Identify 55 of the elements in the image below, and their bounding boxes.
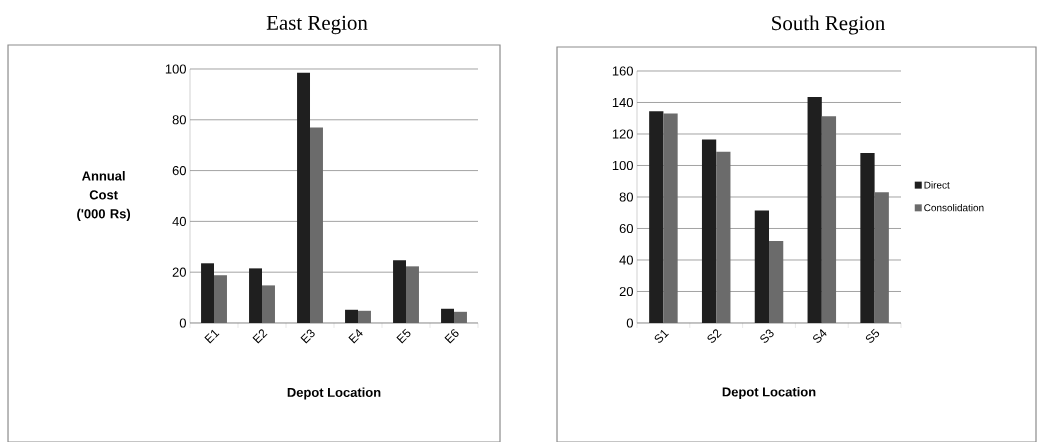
y-tick-label: 60 bbox=[619, 223, 633, 234]
y-tick-label: 0 bbox=[179, 318, 186, 328]
y-tick-label: 100 bbox=[165, 64, 186, 74]
bar bbox=[821, 116, 837, 323]
bar bbox=[214, 275, 227, 323]
x-tick-label: E6 bbox=[444, 329, 459, 344]
bar bbox=[358, 310, 371, 323]
y-tick-label: 140 bbox=[612, 97, 633, 108]
x-axis-title: Depot Location bbox=[287, 387, 381, 400]
x-tick-label: S2 bbox=[707, 329, 722, 343]
y-tick-label: 80 bbox=[172, 115, 186, 125]
x-tick-label: E3 bbox=[300, 329, 315, 344]
legend-label: Direct bbox=[924, 181, 950, 189]
bar bbox=[807, 96, 822, 323]
bar bbox=[310, 127, 323, 323]
y-axis-title: Annual Cost ('000 Rs) bbox=[77, 171, 131, 221]
y-tick-label: 120 bbox=[612, 129, 633, 139]
bar bbox=[716, 151, 731, 323]
x-tick-label: S3 bbox=[760, 329, 774, 343]
bar bbox=[874, 192, 889, 323]
y-tick-label: 40 bbox=[172, 216, 186, 226]
x-tick-label: E5 bbox=[396, 328, 411, 344]
bar bbox=[249, 268, 263, 323]
x-axis-title: Depot Location bbox=[722, 386, 816, 400]
x-tick-label: S4 bbox=[813, 329, 827, 343]
x-tick-label: E4 bbox=[348, 329, 363, 344]
bar bbox=[345, 309, 359, 323]
y-tick-label: 60 bbox=[172, 166, 186, 176]
bar bbox=[201, 263, 215, 323]
x-tick-label: E2 bbox=[252, 329, 268, 344]
bar bbox=[406, 266, 419, 323]
x-tick-label: S1 bbox=[654, 329, 669, 343]
y-tick-label: 100 bbox=[612, 160, 633, 171]
y-tick-label: 0 bbox=[626, 318, 633, 328]
bar bbox=[441, 308, 455, 323]
y-tick-label: 20 bbox=[172, 267, 186, 277]
chart-title: East Region bbox=[266, 15, 368, 35]
bar bbox=[393, 260, 407, 323]
y-tick-label: 40 bbox=[619, 255, 633, 265]
y-tick-label: 80 bbox=[619, 192, 633, 202]
legend-label: Consolidation bbox=[924, 203, 984, 212]
chart-title: South Region bbox=[772, 15, 885, 35]
bar bbox=[262, 285, 275, 323]
bar bbox=[649, 111, 664, 323]
x-tick-label: S5 bbox=[865, 328, 880, 343]
x-tick-label: E1 bbox=[204, 329, 220, 344]
bar bbox=[701, 139, 717, 323]
y-tick-label: 160 bbox=[612, 66, 633, 76]
bar bbox=[769, 240, 784, 323]
bar bbox=[860, 152, 875, 323]
bar bbox=[663, 113, 678, 323]
bar bbox=[297, 72, 311, 323]
y-tick-label: 20 bbox=[619, 286, 633, 297]
bar bbox=[454, 311, 467, 323]
bar bbox=[754, 210, 770, 323]
